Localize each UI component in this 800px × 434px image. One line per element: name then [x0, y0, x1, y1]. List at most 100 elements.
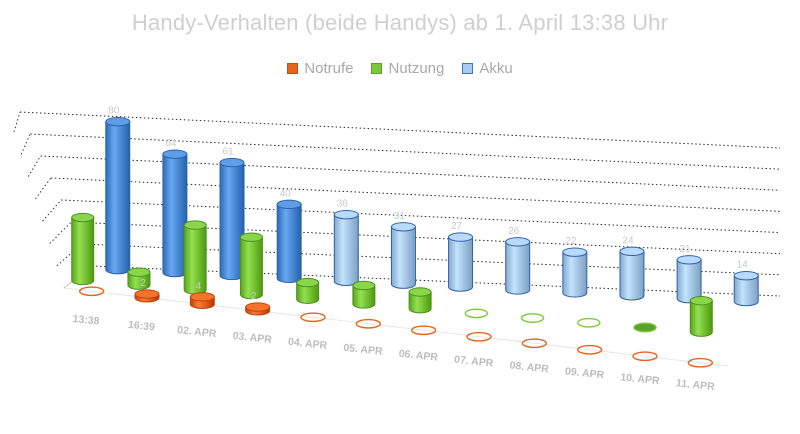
legend: Notrufe Nutzung Akku: [0, 60, 800, 77]
bars: [71, 116, 759, 368]
bar-top-notrufe: [134, 289, 160, 299]
bar-akku: [619, 250, 645, 301]
data-label-akku: 80: [108, 106, 120, 117]
bar-akku: [390, 226, 416, 289]
side-gridline: [13, 111, 21, 133]
x-tick-label: 11. APR: [675, 377, 715, 393]
bar-akku: [333, 214, 359, 286]
side-gridline: [49, 221, 72, 244]
legend-swatch-nutzung: [371, 63, 383, 74]
bar-zero-notrufe: [355, 318, 382, 329]
side-gridline: [56, 243, 83, 267]
bar-top-akku: [162, 149, 188, 159]
x-tick-label: 08. APR: [509, 359, 550, 375]
bar-top-akku: [333, 209, 359, 220]
data-label-notrufe: 2: [140, 278, 146, 289]
bar-top-akku: [219, 157, 245, 168]
data-label-akku: 27: [451, 221, 463, 232]
data-label-akku: 64: [165, 138, 177, 149]
x-axis-labels: 13:38 16:39 02. APR 03. APR 04. APR 05. APR 06…: [72, 313, 716, 393]
bar-top-nutzung: [689, 296, 713, 306]
x-tick-label: 16:39: [127, 319, 155, 334]
bar-top-notrufe: [245, 302, 271, 312]
data-label-akku: 24: [622, 235, 634, 246]
bar-zero-nutzung: [633, 322, 657, 333]
bar-top-akku: [619, 246, 645, 257]
bar-nutzung: [296, 282, 320, 304]
bar-top-akku: [562, 247, 588, 257]
bar-zero-notrufe: [576, 344, 603, 355]
side-gridline: [35, 177, 52, 200]
bar-akku: [505, 241, 531, 295]
legend-label-akku: Akku: [479, 60, 513, 77]
data-label-notrufe: 4: [196, 281, 202, 292]
bar-nutzung: [71, 217, 95, 286]
bar-top-akku: [448, 232, 474, 242]
gridline: [50, 177, 781, 212]
bar-akku: [162, 153, 188, 278]
bar-top-nutzung: [71, 212, 95, 223]
x-tick-label: 04. APR: [287, 336, 328, 352]
legend-item-akku: Akku: [462, 60, 513, 77]
bar-nutzung: [127, 271, 151, 290]
bar-zero-nutzung: [464, 308, 489, 319]
bar-akku: [562, 251, 588, 298]
bar-zero-notrufe: [687, 357, 714, 368]
bar-top-akku: [276, 199, 302, 210]
gridline: [40, 155, 781, 191]
side-gridline: [27, 155, 42, 177]
bar-top-nutzung: [296, 277, 320, 288]
x-tick-label: 02. APR: [177, 324, 218, 340]
legend-label-notrufe: Notrufe: [304, 60, 354, 77]
bar-top-nutzung: [239, 232, 263, 242]
bar-zero-nutzung: [577, 317, 601, 328]
x-tick-label: 13:38: [72, 313, 100, 328]
data-label-akku: 40: [280, 188, 292, 199]
bar-zero-notrufe: [632, 351, 658, 362]
x-tick-label: 06. APR: [398, 348, 439, 364]
bar-akku: [105, 121, 131, 275]
bar-zero-notrufe: [300, 312, 326, 323]
data-label-akku: 26: [508, 226, 520, 237]
bar-top-akku: [390, 222, 416, 232]
bar-nutzung: [408, 291, 432, 314]
series-notrufe: [78, 286, 714, 368]
bar-akku: [276, 203, 302, 284]
gridline: [19, 111, 781, 149]
data-label-akku: 36: [337, 199, 349, 210]
floor-front-edge: [63, 287, 729, 367]
bar-zero-nutzung: [520, 313, 545, 323]
bar-top-nutzung: [183, 220, 207, 230]
bar-zero-notrufe: [410, 325, 437, 336]
data-label-akku: 61: [222, 147, 234, 158]
bar-zero-notrufe: [521, 338, 548, 349]
x-tick-label: 05. APR: [343, 342, 384, 358]
legend-item-nutzung: Nutzung: [371, 60, 444, 77]
gridline: [91, 265, 781, 297]
bar-nutzung: [239, 236, 263, 300]
bar-top-nutzung: [127, 267, 151, 277]
x-tick-label: 03. APR: [232, 330, 273, 346]
legend-label-nutzung: Nutzung: [388, 60, 445, 77]
data-label-notrufe: 2: [251, 291, 257, 302]
side-gridline: [20, 133, 31, 155]
bar-top-akku: [676, 255, 702, 265]
data-label-akku: 14: [737, 260, 749, 271]
series-nutzung: [71, 212, 713, 337]
x-tick-label: 09. APR: [564, 365, 605, 381]
bar-top-nutzung: [408, 287, 432, 297]
data-label-akku: 31: [394, 211, 406, 222]
side-gridline: [42, 199, 62, 222]
bar-top-akku: [105, 116, 131, 127]
bar-top-nutzung: [352, 280, 376, 291]
bar-akku: [448, 236, 474, 292]
x-tick-label: 07. APR: [454, 354, 495, 370]
bar-nutzung: [689, 300, 713, 337]
bar-top-notrufe: [189, 292, 215, 302]
bar-nutzung: [352, 284, 376, 309]
legend-item-notrufe: Notrufe: [287, 60, 353, 77]
bar-akku: [733, 275, 759, 307]
